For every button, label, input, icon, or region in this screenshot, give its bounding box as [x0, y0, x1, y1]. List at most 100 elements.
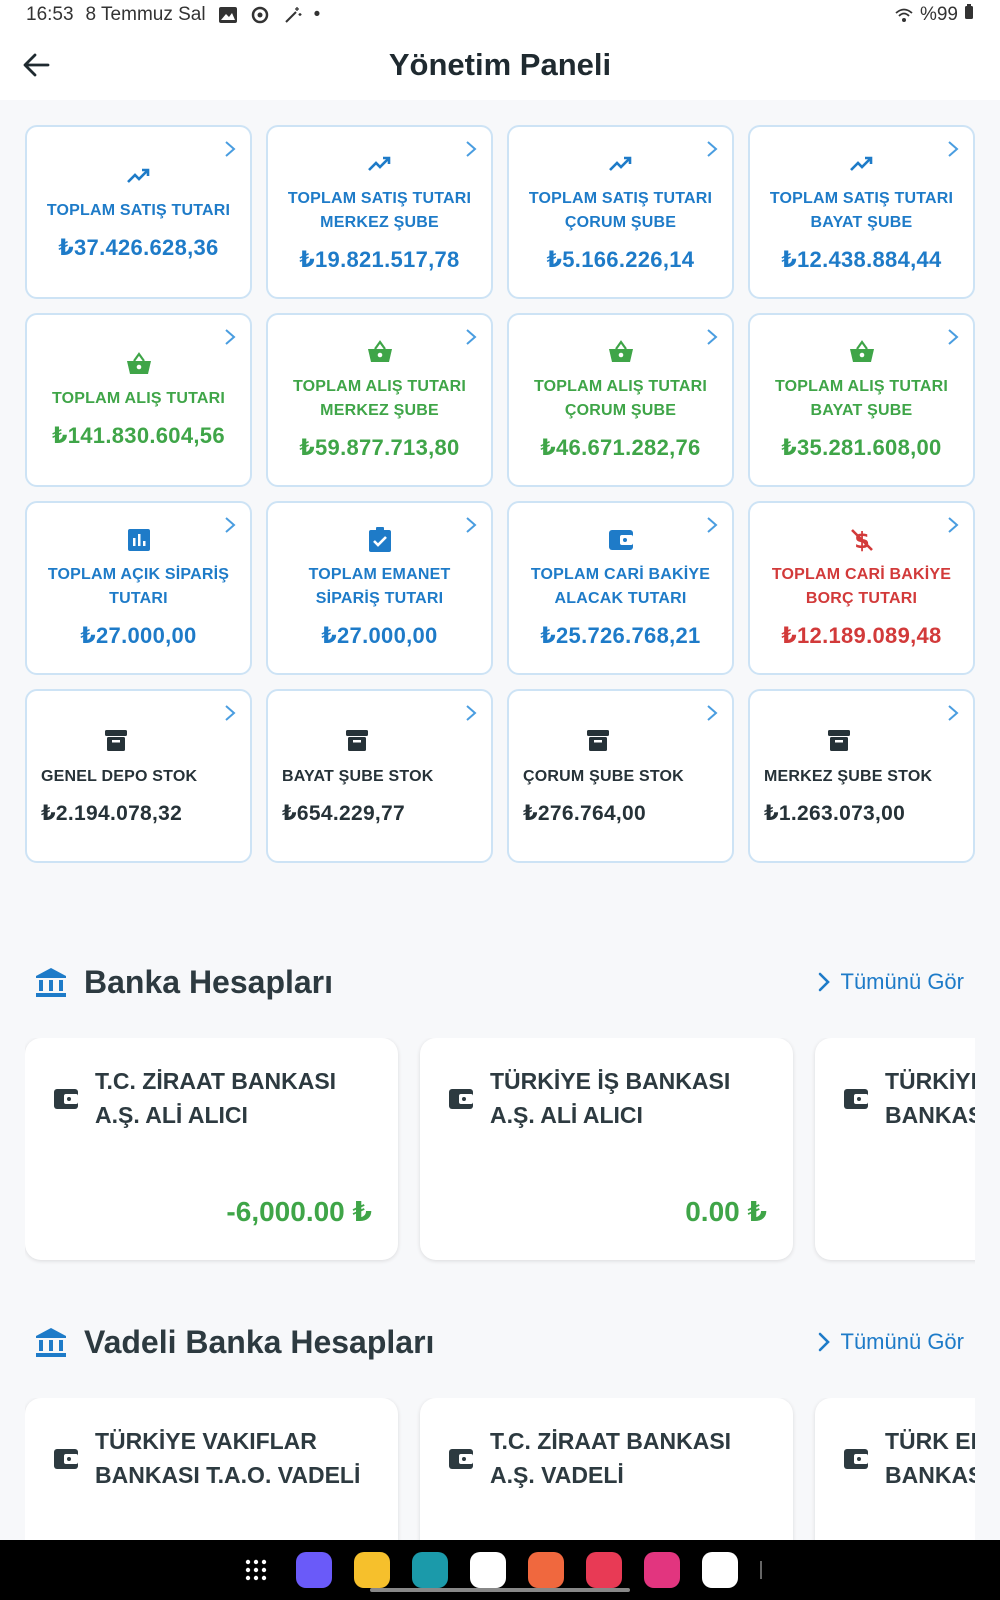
- summary-card-label: TOPLAM SATIŞ TUTARI BAYAT ŞUBE: [769, 190, 954, 231]
- bank-account-card[interactable]: TÜRK EK BANKASI: [815, 1398, 975, 1540]
- wallet-icon: [449, 1089, 473, 1109]
- bank-account-balance: 0.00 ₺: [685, 1196, 767, 1227]
- bank-account-card[interactable]: TÜRKİYE VAKIFLAR BANKASI T.A.O. VADELİ: [25, 1398, 398, 1540]
- summary-card[interactable]: TOPLAM AÇIK SİPARİŞ TUTARI ₺27.000,00: [25, 501, 252, 675]
- chevron-right-icon: [225, 141, 236, 157]
- bank-account-balance: -6,000.00 ₺: [226, 1196, 372, 1227]
- calendar-icon[interactable]: [412, 1552, 448, 1588]
- summary-card[interactable]: MERKEZ ŞUBE STOK ₺1.263.073,00: [748, 689, 975, 863]
- contacts-icon[interactable]: [528, 1552, 564, 1588]
- back-button[interactable]: [18, 47, 54, 83]
- summary-card[interactable]: BAYAT ŞUBE STOK ₺654.229,77: [266, 689, 493, 863]
- summary-card[interactable]: TOPLAM ALIŞ TUTARI BAYAT ŞUBE ₺35.281.60…: [748, 313, 975, 487]
- chevron-right-icon: [466, 141, 477, 157]
- wallet-icon: [844, 1449, 868, 1469]
- summary-card[interactable]: TOPLAM ALIŞ TUTARI MERKEZ ŞUBE ₺59.877.7…: [266, 313, 493, 487]
- app-bar: Yönetim Paneli: [0, 30, 1000, 100]
- wallet-icon: [54, 1449, 78, 1469]
- internet-icon[interactable]: [296, 1552, 332, 1588]
- chevron-right-icon: [948, 329, 959, 345]
- status-time: 16:53: [26, 4, 74, 25]
- summary-card-value: ₺5.166.226,14: [546, 247, 695, 272]
- summary-card[interactable]: TOPLAM SATIŞ TUTARI ₺37.426.628,36: [25, 125, 252, 299]
- notes-icon[interactable]: [354, 1552, 390, 1588]
- wallet-icon: [54, 1089, 78, 1109]
- summary-card[interactable]: $ TOPLAM CARİ BAKİYE BORÇ TUTARI ₺12.189…: [748, 501, 975, 675]
- summary-card-label: TOPLAM SATIŞ TUTARI ÇORUM ŞUBE: [528, 190, 713, 231]
- term-accounts-carousel[interactable]: TÜRKİYE VAKIFLAR BANKASI T.A.O. VADELİ T…: [25, 1398, 975, 1540]
- trending-up-icon: [849, 151, 875, 177]
- summary-card-value: ₺25.726.768,21: [540, 623, 701, 648]
- battery-icon: [964, 4, 974, 26]
- gallery-notification-icon: [218, 6, 238, 24]
- bixby-icon[interactable]: [702, 1552, 738, 1588]
- camera-icon[interactable]: [586, 1552, 622, 1588]
- money-off-icon: $: [849, 527, 875, 553]
- summary-grid: TOPLAM SATIŞ TUTARI ₺37.426.628,36 TOPLA…: [25, 125, 975, 863]
- bank-account-card[interactable]: T.C. ZİRAAT BANKASI A.Ş. ALİ ALICI -6,00…: [25, 1038, 398, 1260]
- summary-card-value: ₺27.000,00: [321, 623, 438, 648]
- summary-card[interactable]: TOPLAM CARİ BAKİYE ALACAK TUTARI ₺25.726…: [507, 501, 734, 675]
- summary-card-label: TOPLAM SATIŞ TUTARI: [46, 202, 231, 219]
- home-indicator[interactable]: [370, 1588, 630, 1592]
- term-accounts-title: Vadeli Banka Hesapları: [84, 1323, 435, 1360]
- see-all-label: Tümünü Gör: [840, 1329, 965, 1354]
- summary-card-value: ₺1.263.073,00: [764, 801, 906, 825]
- bank-account-card[interactable]: TÜRKİYE BANKASI: [815, 1038, 975, 1260]
- summary-card[interactable]: TOPLAM SATIŞ TUTARI ÇORUM ŞUBE ₺5.166.22…: [507, 125, 734, 299]
- bank-accounts-carousel[interactable]: T.C. ZİRAAT BANKASI A.Ş. ALİ ALICI -6,00…: [25, 1038, 975, 1268]
- chevron-right-icon: [707, 329, 718, 345]
- bank-account-card[interactable]: TÜRKİYE İŞ BANKASI A.Ş. ALİ ALICI 0.00 ₺: [420, 1038, 793, 1260]
- page-title: Yönetim Paneli: [388, 47, 612, 82]
- summary-card[interactable]: TOPLAM SATIŞ TUTARI BAYAT ŞUBE ₺12.438.8…: [748, 125, 975, 299]
- term-accounts-see-all-button[interactable]: Tümünü Gör: [817, 1329, 965, 1355]
- clipboard-check-icon: [367, 527, 393, 553]
- summary-card-label: MERKEZ ŞUBE STOK: [764, 767, 933, 785]
- app-drawer-icon[interactable]: [238, 1552, 274, 1588]
- chevron-right-icon: [707, 141, 718, 157]
- summary-card-value: ₺141.830.604,56: [52, 423, 225, 448]
- summary-card-value: ₺276.764,00: [523, 801, 647, 825]
- dashboard-content[interactable]: TOPLAM SATIŞ TUTARI ₺37.426.628,36 TOPLA…: [0, 100, 1000, 1540]
- summary-card[interactable]: TOPLAM ALIŞ TUTARI ÇORUM ŞUBE ₺46.671.28…: [507, 313, 734, 487]
- bank-accounts-see-all-button[interactable]: Tümünü Gör: [817, 969, 965, 995]
- bank-account-name: T.C. ZİRAAT BANKASI A.Ş. ALİ ALICI: [95, 1068, 337, 1128]
- summary-card-label: ÇORUM ŞUBE STOK: [523, 767, 684, 785]
- summary-card[interactable]: TOPLAM ALIŞ TUTARI ₺141.830.604,56: [25, 313, 252, 487]
- messages-icon[interactable]: [470, 1552, 506, 1588]
- archive-icon: [826, 727, 852, 753]
- bank-account-card[interactable]: T.C. ZİRAAT BANKASI A.Ş. VADELİ: [420, 1398, 793, 1540]
- summary-card[interactable]: TOPLAM SATIŞ TUTARI MERKEZ ŞUBE ₺19.821.…: [266, 125, 493, 299]
- chevron-right-icon: [225, 705, 236, 721]
- bar-chart-icon: [126, 527, 152, 553]
- chevron-right-icon: [948, 141, 959, 157]
- summary-card-label: TOPLAM ALIŞ TUTARI: [51, 390, 226, 407]
- nav-separator: [760, 1561, 762, 1579]
- summary-card-value: ₺12.189.089,48: [781, 623, 942, 648]
- more-notifications-dot: •: [313, 4, 321, 25]
- bank-account-name: TÜRKİYE İŞ BANKASI A.Ş. ALİ ALICI: [490, 1068, 731, 1128]
- summary-card[interactable]: TOPLAM EMANET SİPARİŞ TUTARI ₺27.000,00: [266, 501, 493, 675]
- summary-card-label: TOPLAM ALIŞ TUTARI ÇORUM ŞUBE: [533, 378, 708, 419]
- gallery-icon[interactable]: [644, 1552, 680, 1588]
- battery-level: %99: [919, 4, 958, 25]
- trending-up-icon: [126, 163, 152, 189]
- wallet-icon: [449, 1449, 473, 1469]
- chevron-right-icon: [948, 517, 959, 533]
- bank-icon: [36, 1328, 66, 1357]
- see-all-label: Tümünü Gör: [840, 969, 965, 994]
- chevron-right-icon: [707, 705, 718, 721]
- archive-icon: [344, 727, 370, 753]
- summary-card-label: TOPLAM ALIŞ TUTARI MERKEZ ŞUBE: [292, 378, 467, 419]
- bank-account-name: TÜRK EK BANKASI: [885, 1428, 975, 1488]
- archive-icon: [103, 727, 129, 753]
- summary-card-label: TOPLAM CARİ BAKİYE ALACAK TUTARI: [530, 566, 711, 607]
- trending-up-icon: [608, 151, 634, 177]
- chevron-right-icon: [818, 1332, 830, 1352]
- summary-card[interactable]: ÇORUM ŞUBE STOK ₺276.764,00: [507, 689, 734, 863]
- summary-card[interactable]: GENEL DEPO STOK ₺2.194.078,32: [25, 689, 252, 863]
- chevron-right-icon: [948, 705, 959, 721]
- summary-card-label: BAYAT ŞUBE STOK: [282, 767, 434, 785]
- status-bar: 16:53 8 Temmuz Sal • %99: [0, 0, 1000, 30]
- archive-icon: [585, 727, 611, 753]
